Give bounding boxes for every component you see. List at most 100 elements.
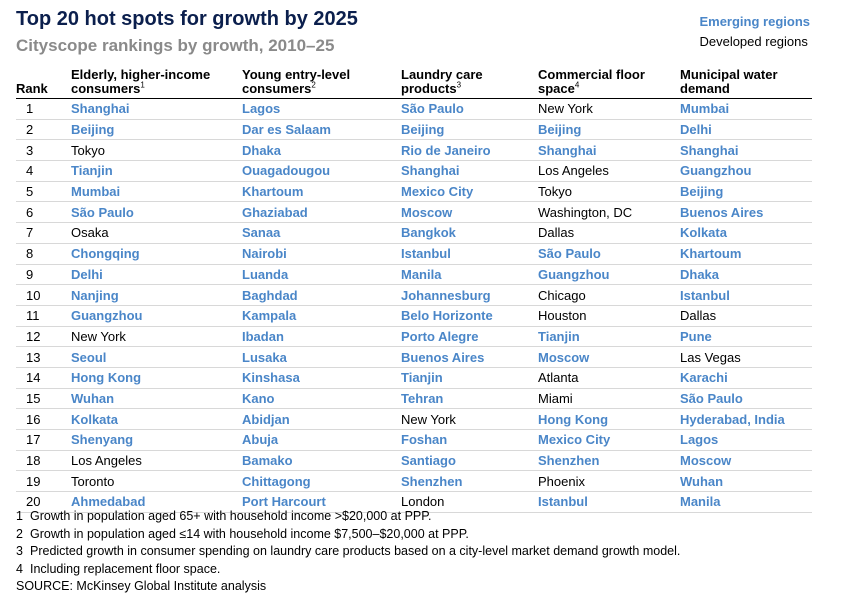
cell-commercial-floor-space: Phoenix (538, 470, 680, 493)
cell-commercial-floor-space: Los Angeles (538, 160, 680, 182)
cell-young-consumers: Dar es Salaam (242, 119, 401, 141)
rank-cell: 19 (16, 470, 71, 493)
rank-cell: 8 (16, 243, 71, 265)
cell-municipal-water: Delhi (680, 119, 812, 141)
cell-young-consumers: Kampala (242, 305, 401, 327)
rank-cell: 4 (16, 160, 71, 182)
cell-commercial-floor-space: São Paulo (538, 243, 680, 265)
cell-laundry-care: Porto Alegre (401, 326, 538, 348)
column-header-commercial-floor-space: Commercial floor space4 (538, 68, 680, 99)
cell-laundry-care: Rio de Janeiro (401, 139, 538, 162)
cell-commercial-floor-space: Moscow (538, 346, 680, 368)
column-header-municipal-water: Municipal water demand (680, 68, 812, 99)
column-header-rank: Rank (16, 68, 71, 99)
cell-laundry-care: São Paulo (401, 98, 538, 120)
cell-laundry-care: Foshan (401, 429, 538, 451)
cell-municipal-water: Dhaka (680, 264, 812, 286)
table-row: 10 Nanjing Baghdad Johannesburg Chicago Istan… (16, 284, 812, 306)
table-row: 7 Osaka Sanaa Bangkok Dallas Kolkata (16, 222, 812, 244)
cell-laundry-care: Manila (401, 264, 538, 286)
cell-municipal-water: Guangzhou (680, 160, 812, 182)
table-row: 5 Mumbai Khartoum Mexico City Tokyo Beijing (16, 181, 812, 203)
rank-cell: 15 (16, 388, 71, 410)
cell-elderly-consumers: Toronto (71, 470, 242, 493)
rank-cell: 5 (16, 181, 71, 203)
cell-young-consumers: Lusaka (242, 346, 401, 368)
rank-cell: 18 (16, 450, 71, 472)
cell-elderly-consumers: Nanjing (71, 284, 242, 306)
rank-cell: 13 (16, 346, 71, 368)
rank-cell: 17 (16, 429, 71, 451)
cell-municipal-water: Khartoum (680, 243, 812, 265)
cell-young-consumers: Chittagong (242, 470, 401, 493)
cell-young-consumers: Baghdad (242, 284, 401, 306)
rank-cell: 14 (16, 367, 71, 389)
cell-municipal-water: Pune (680, 326, 812, 348)
cell-commercial-floor-space: Mexico City (538, 429, 680, 451)
table-row: 3 Tokyo Dhaka Rio de Janeiro Shanghai Shangha… (16, 139, 812, 162)
rank-cell: 11 (16, 305, 71, 327)
cell-young-consumers: Khartoum (242, 181, 401, 203)
cell-young-consumers: Sanaa (242, 222, 401, 244)
cell-laundry-care: Shenzhen (401, 470, 538, 493)
rank-cell: 3 (16, 139, 71, 162)
column-header-elderly-consumers: Elderly, higher-income consumers1 (71, 68, 242, 99)
cell-laundry-care: Tehran (401, 388, 538, 410)
cell-young-consumers: Port Harcourt (242, 491, 401, 513)
cell-commercial-floor-space: Miami (538, 388, 680, 410)
cell-commercial-floor-space: Tokyo (538, 181, 680, 203)
table-row: 4 Tianjin Ouagadougou Shanghai Los Angeles Gu… (16, 160, 812, 182)
rank-cell: 7 (16, 222, 71, 244)
cell-elderly-consumers: Shenyang (71, 429, 242, 451)
legend-developed-regions: Developed regions (699, 34, 808, 49)
cell-young-consumers: Kinshasa (242, 367, 401, 389)
cell-municipal-water: Las Vegas (680, 346, 812, 368)
cell-young-consumers: Lagos (242, 98, 401, 120)
rank-cell: 2 (16, 119, 71, 141)
cell-young-consumers: Ibadan (242, 326, 401, 348)
cell-elderly-consumers: Hong Kong (71, 367, 242, 389)
rank-cell: 16 (16, 408, 71, 430)
cell-municipal-water: Mumbai (680, 98, 812, 120)
cell-elderly-consumers: Seoul (71, 346, 242, 368)
cell-laundry-care: Tianjin (401, 367, 538, 389)
rank-cell: 20 (16, 491, 71, 513)
table-row: 11 Guangzhou Kampala Belo Horizonte Houston D… (16, 305, 812, 327)
table-row: 8 Chongqing Nairobi Istanbul São Paulo Kharto… (16, 243, 812, 265)
cell-elderly-consumers: Los Angeles (71, 450, 242, 472)
cell-laundry-care: Beijing (401, 119, 538, 141)
cell-commercial-floor-space: Shenzhen (538, 450, 680, 472)
legend: Emerging regions Developed regions (699, 12, 810, 52)
cell-commercial-floor-space: Beijing (538, 119, 680, 141)
cell-elderly-consumers: Kolkata (71, 408, 242, 430)
cell-young-consumers: Bamako (242, 450, 401, 472)
cell-laundry-care: Belo Horizonte (401, 305, 538, 327)
cell-commercial-floor-space: Houston (538, 305, 680, 327)
cell-elderly-consumers: Delhi (71, 264, 242, 286)
cell-commercial-floor-space: Dallas (538, 222, 680, 244)
table-row: 20 Ahmedabad Port Harcourt London Istanbul Ma… (16, 491, 812, 513)
rank-cell: 10 (16, 284, 71, 306)
footnote-4: 4 Including replacement floor space. (16, 561, 221, 576)
cell-elderly-consumers: Chongqing (71, 243, 242, 265)
cell-young-consumers: Nairobi (242, 243, 401, 265)
cell-young-consumers: Abidjan (242, 408, 401, 430)
cell-laundry-care: Johannesburg (401, 284, 538, 306)
cell-laundry-care: New York (401, 408, 538, 430)
cell-elderly-consumers: Guangzhou (71, 305, 242, 327)
cell-young-consumers: Ghaziabad (242, 201, 401, 224)
cell-municipal-water: Istanbul (680, 284, 812, 306)
table-row: 19 Toronto Chittagong Shenzhen Phoenix Wuhan (16, 470, 812, 493)
cell-elderly-consumers: Mumbai (71, 181, 242, 203)
page-subtitle: Cityscope rankings by growth, 2010–25 (16, 36, 335, 55)
cell-young-consumers: Luanda (242, 264, 401, 286)
cell-commercial-floor-space: Chicago (538, 284, 680, 306)
cell-laundry-care: Mexico City (401, 181, 538, 203)
table-row: 14 Hong Kong Kinshasa Tianjin Atlanta Karachi (16, 367, 812, 389)
footnotes: 1 Growth in population aged 65+ with hous… (16, 508, 680, 596)
cell-municipal-water: Buenos Aires (680, 201, 812, 224)
source-note: SOURCE: McKinsey Global Institute analys… (16, 579, 267, 593)
cell-elderly-consumers: São Paulo (71, 201, 242, 224)
cell-elderly-consumers: Tokyo (71, 139, 242, 162)
cell-laundry-care: London (401, 491, 538, 513)
